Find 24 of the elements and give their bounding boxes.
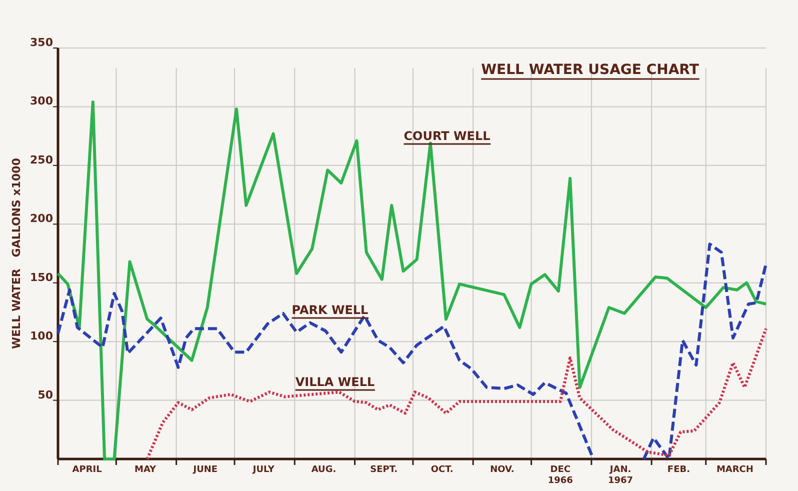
- x-tick-label: SEPT.: [370, 465, 398, 475]
- y-tick-label: 200: [30, 212, 54, 226]
- x-tick-label: JUNE: [192, 465, 218, 475]
- x-tick-label: NOV.: [490, 465, 514, 475]
- x-tick-label: DEC 1966: [548, 465, 573, 486]
- series-label: PARK WELL: [292, 303, 369, 317]
- x-tick-label: APRIL: [72, 465, 102, 475]
- series-label: VILLA WELL: [295, 375, 375, 389]
- x-tick-label: AUG.: [311, 465, 336, 475]
- series-label: COURT WELL: [404, 129, 491, 143]
- y-tick-label: 300: [30, 94, 54, 108]
- y-axis-title: WELL WATER GALLONS x1000: [10, 158, 23, 349]
- y-tick-label: 50: [38, 388, 54, 402]
- y-tick-label: 150: [30, 270, 54, 284]
- x-tick-label: MAY: [134, 465, 157, 475]
- y-tick-label: 100: [30, 330, 54, 343]
- x-tick-label: MARCH: [716, 465, 754, 475]
- x-tick-label: FEB.: [667, 465, 690, 475]
- x-tick-label: JULY: [252, 465, 275, 475]
- x-tick-label: JAN. 1967: [608, 465, 634, 486]
- y-tick-label: 250: [30, 153, 54, 166]
- text: WELL WATER USAGE CHART: [481, 62, 700, 78]
- x-tick-label: OCT.: [430, 465, 454, 475]
- y-tick-label: 350: [30, 36, 54, 49]
